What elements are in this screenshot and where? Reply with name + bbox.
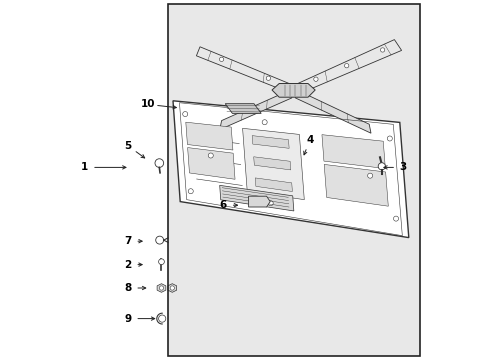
Polygon shape <box>272 84 315 97</box>
Circle shape <box>220 57 224 62</box>
Polygon shape <box>186 122 233 150</box>
Text: 7: 7 <box>124 236 132 246</box>
Circle shape <box>155 159 164 167</box>
Circle shape <box>159 259 164 265</box>
Text: 5: 5 <box>124 141 132 151</box>
Text: 4: 4 <box>306 135 314 145</box>
Polygon shape <box>255 178 293 192</box>
Circle shape <box>344 63 349 68</box>
Polygon shape <box>157 284 166 292</box>
Polygon shape <box>248 196 270 207</box>
Circle shape <box>183 112 188 117</box>
Polygon shape <box>254 157 291 170</box>
Circle shape <box>188 189 193 194</box>
Circle shape <box>170 286 174 290</box>
Circle shape <box>378 163 386 170</box>
Polygon shape <box>243 128 304 200</box>
Circle shape <box>387 136 392 141</box>
Circle shape <box>159 286 164 290</box>
Polygon shape <box>295 89 371 133</box>
Text: 8: 8 <box>124 283 132 293</box>
Circle shape <box>266 76 270 80</box>
Polygon shape <box>252 136 289 148</box>
Bar <box>168 4 419 356</box>
Circle shape <box>368 173 373 178</box>
Polygon shape <box>220 185 294 211</box>
Polygon shape <box>324 165 388 206</box>
Polygon shape <box>173 101 409 238</box>
Text: 6: 6 <box>220 200 227 210</box>
Polygon shape <box>220 89 292 130</box>
Polygon shape <box>322 135 385 168</box>
Polygon shape <box>225 104 261 113</box>
Text: 1: 1 <box>81 162 88 172</box>
Circle shape <box>380 48 385 52</box>
Text: 3: 3 <box>400 162 407 172</box>
Text: 2: 2 <box>124 260 132 270</box>
Polygon shape <box>188 148 235 179</box>
Text: 10: 10 <box>141 99 155 109</box>
Circle shape <box>314 77 318 81</box>
Circle shape <box>393 216 398 221</box>
Polygon shape <box>295 40 402 95</box>
Circle shape <box>262 120 267 125</box>
Circle shape <box>208 153 213 158</box>
Polygon shape <box>168 284 176 292</box>
Circle shape <box>268 201 273 206</box>
Polygon shape <box>196 47 292 94</box>
Bar <box>168 4 419 356</box>
Circle shape <box>156 236 164 244</box>
Circle shape <box>159 315 166 322</box>
Text: 9: 9 <box>124 314 131 324</box>
